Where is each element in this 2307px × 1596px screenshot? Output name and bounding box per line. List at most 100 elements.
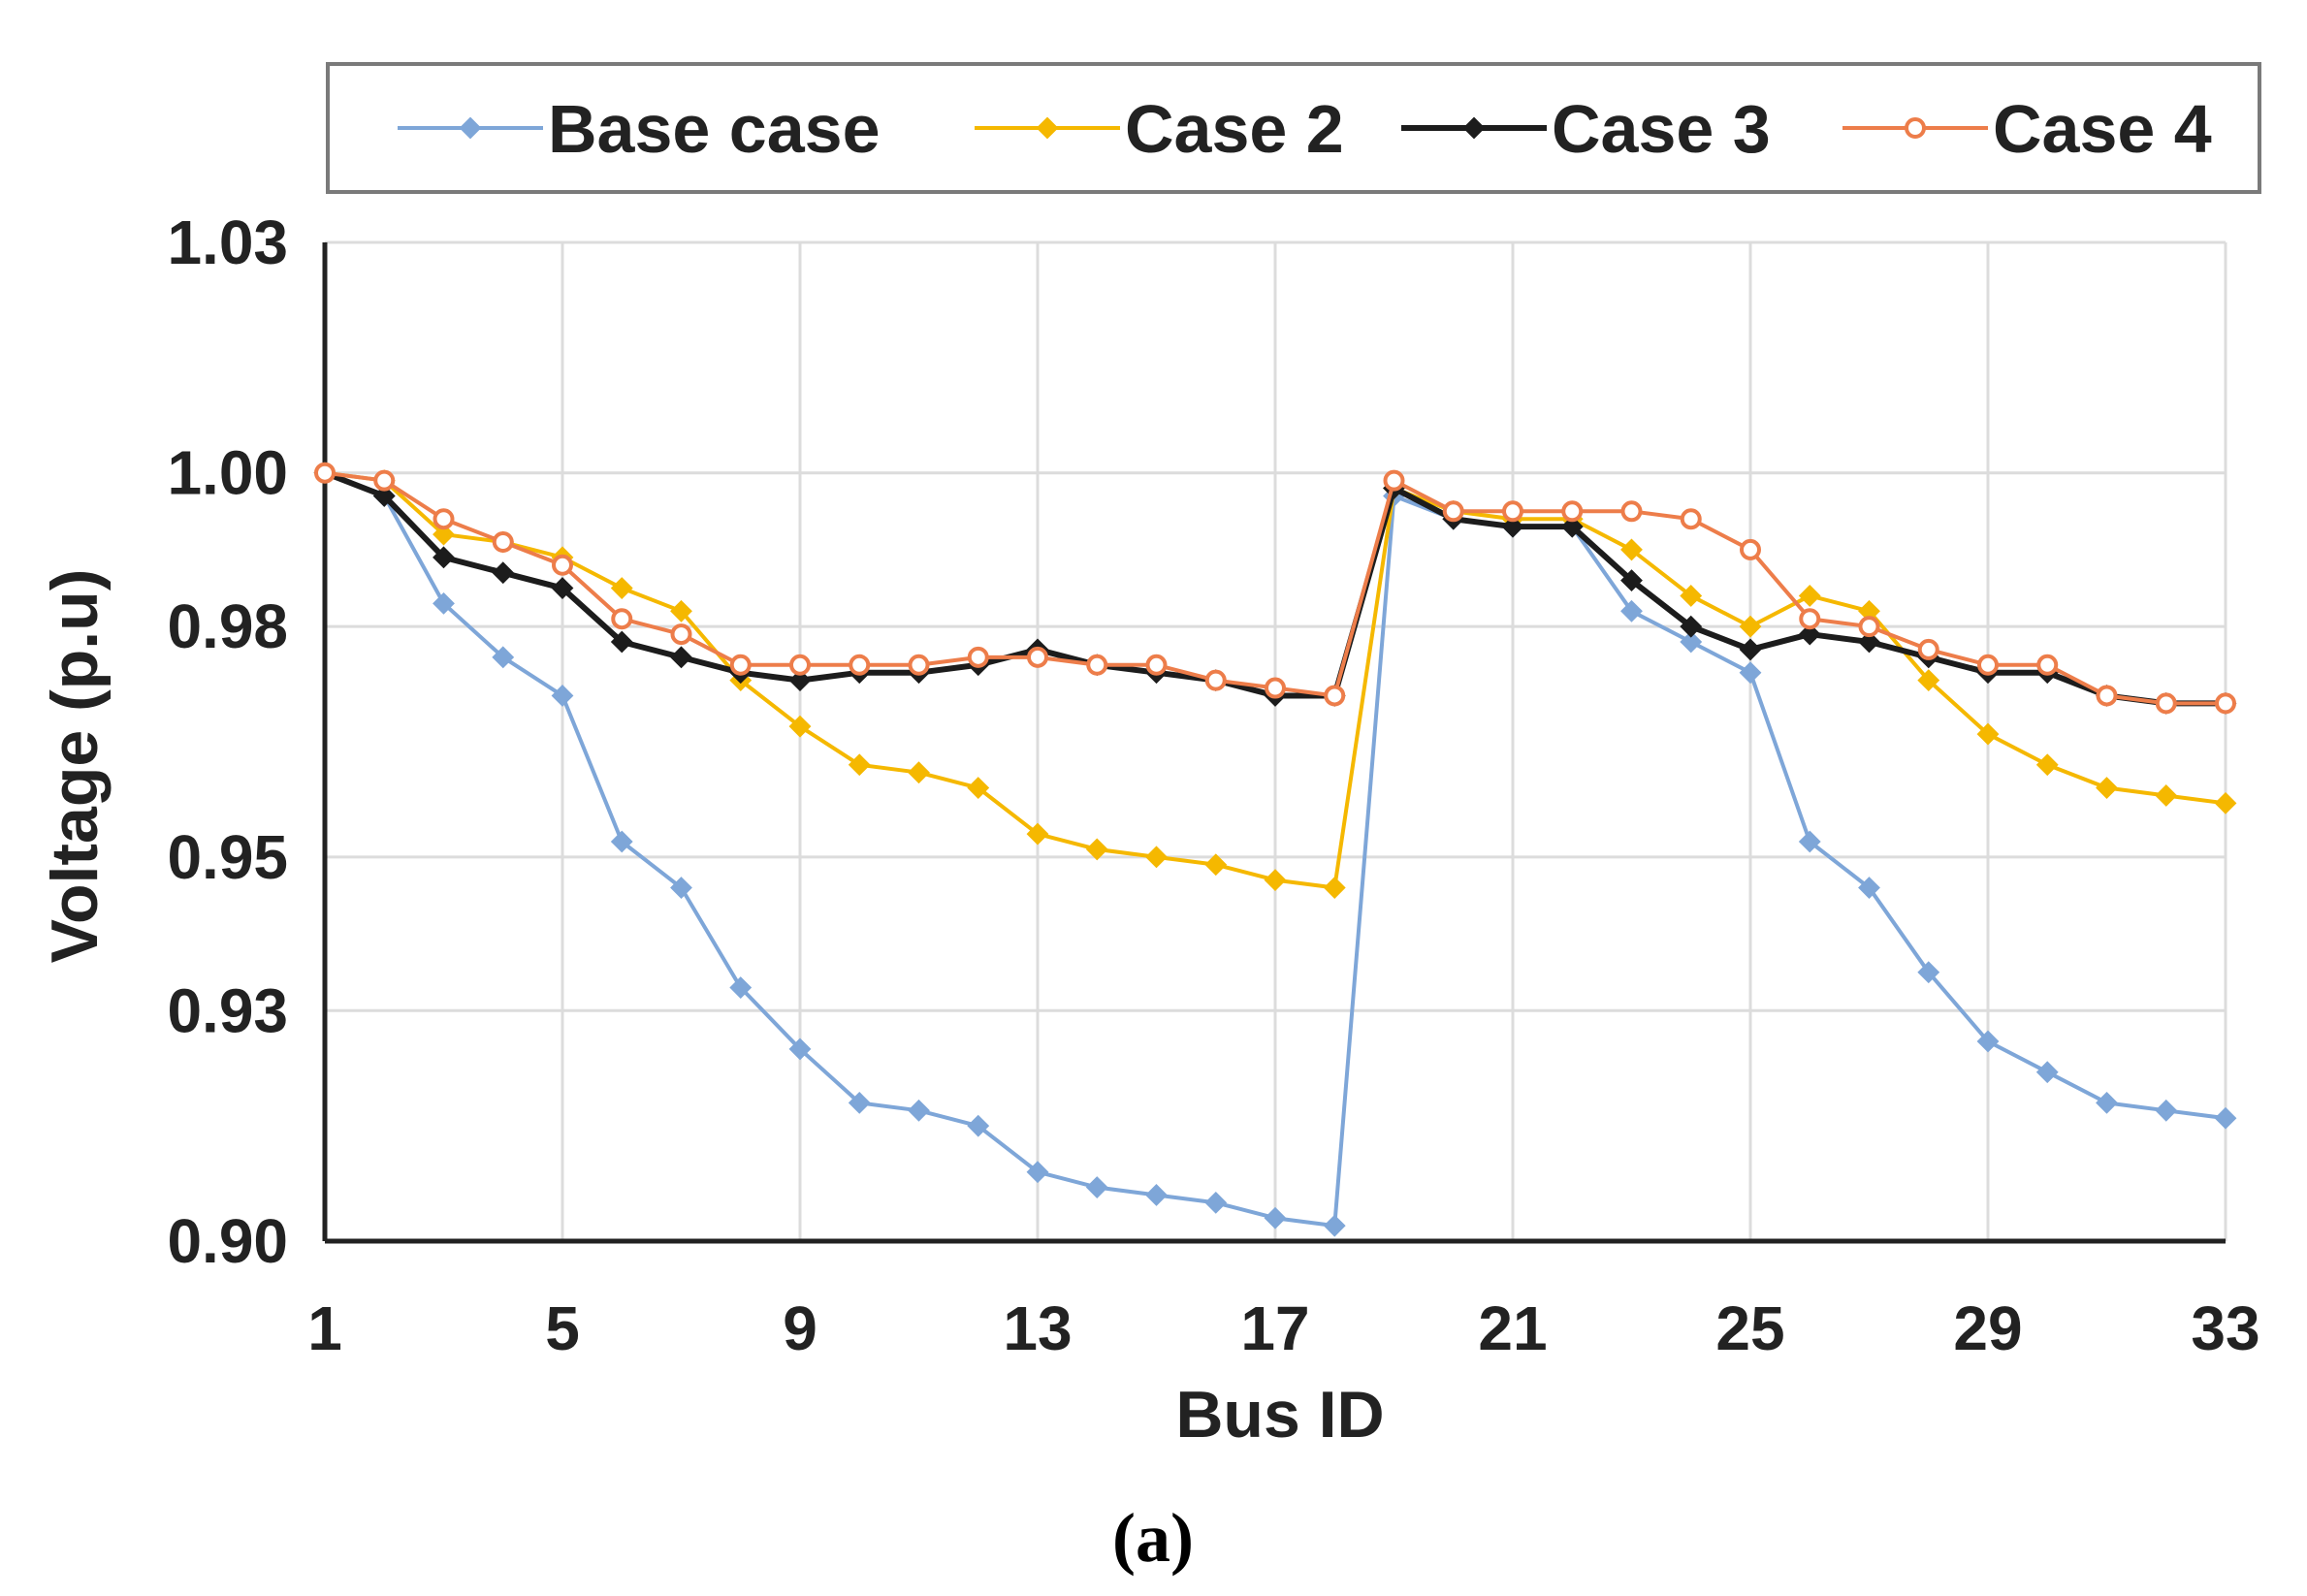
data-point (2096, 777, 2118, 799)
data-point (670, 599, 692, 622)
gridlines (325, 240, 2227, 1241)
data-point (2214, 791, 2237, 814)
data-point (1977, 654, 1999, 676)
data-point (1561, 500, 1584, 523)
data-point (1976, 722, 2000, 746)
data-point (1917, 638, 1939, 660)
data-point (1917, 669, 1940, 692)
y-tick-label: 0.90 (167, 1206, 288, 1276)
data-point (1798, 585, 1821, 607)
data-point (610, 830, 633, 853)
data-point (1680, 615, 1703, 638)
data-point (1680, 585, 1703, 607)
legend-label: Base case (548, 91, 881, 167)
data-point (1798, 830, 1821, 853)
y-tick-label: 0.93 (167, 975, 288, 1045)
data-point (1976, 1030, 2000, 1053)
data-point (1085, 1176, 1108, 1198)
data-point (908, 1099, 930, 1122)
data-point (492, 561, 515, 585)
data-point (1145, 654, 1168, 676)
data-point (1620, 599, 1643, 622)
data-point (433, 591, 455, 615)
data-series (313, 462, 2237, 1237)
data-point (1085, 838, 1108, 861)
data-point (551, 577, 574, 599)
legend-label: Case 3 (1552, 91, 1771, 167)
legend-item: Case 4 (1842, 91, 2212, 167)
tick-labels: 0.90 0.93 0.95 0.98 1.00 1.03 1 5 9 13 17 21 25 29 33 (167, 207, 2259, 1363)
data-point (433, 523, 455, 546)
y-tick-label: 0.95 (167, 822, 288, 892)
data-point (1036, 116, 1059, 140)
legend-label: Case 2 (1125, 91, 1344, 167)
data-point (459, 116, 482, 140)
data-point (1501, 515, 1524, 538)
x-tick-label: 25 (1715, 1293, 1784, 1363)
data-point (552, 554, 573, 576)
x-tick-label: 21 (1478, 1293, 1547, 1363)
data-point (2155, 1099, 2178, 1122)
data-point (1145, 1184, 1168, 1206)
x-tick-label: 13 (1003, 1293, 1072, 1363)
data-point (611, 608, 633, 630)
data-point (908, 761, 930, 784)
data-point (1798, 622, 1821, 646)
data-point (314, 462, 336, 484)
data-point (1204, 853, 1228, 877)
data-point (1739, 661, 1762, 685)
x-tick-label: 17 (1240, 1293, 1309, 1363)
data-point (670, 646, 692, 669)
legend-item: Base case (398, 91, 881, 167)
data-point (1383, 469, 1405, 492)
data-point (1739, 615, 1762, 638)
data-point (1324, 685, 1346, 707)
data-point (433, 546, 455, 569)
data-point (1917, 961, 1940, 984)
data-point (2035, 1061, 2059, 1084)
data-point (1265, 677, 1286, 699)
x-tick-label: 1 (307, 1293, 342, 1363)
x-tick-label: 29 (1953, 1293, 2022, 1363)
series-case-4 (314, 462, 2236, 715)
data-point (1680, 508, 1702, 530)
legend-item: Case 2 (975, 91, 1344, 167)
data-point (1264, 869, 1287, 892)
data-point (2155, 692, 2177, 715)
data-point (1620, 500, 1643, 523)
data-point (967, 777, 990, 799)
x-tick-label: 9 (783, 1293, 817, 1363)
data-point (1620, 569, 1643, 592)
legend: Base case Case 2 Case 3 Case 4 (326, 62, 2261, 194)
data-point (2215, 692, 2236, 715)
data-point (2096, 1091, 2118, 1114)
y-tick-label: 1.03 (167, 207, 288, 277)
data-point (1739, 638, 1762, 661)
data-point (1264, 1206, 1287, 1229)
data-point (670, 623, 692, 646)
y-axis-title: Voltage (p.u) (38, 569, 112, 964)
data-point (492, 531, 514, 553)
data-point (670, 877, 692, 899)
data-point (1323, 1214, 1346, 1237)
data-point (2036, 654, 2059, 676)
data-point (372, 485, 396, 507)
data-point (1858, 630, 1880, 654)
legend-item: Case 3 (1401, 91, 1771, 167)
data-point (2214, 1106, 2237, 1130)
data-point (1026, 822, 1049, 846)
data-point (1680, 630, 1703, 654)
data-point (1204, 1191, 1228, 1214)
data-point (1323, 877, 1346, 899)
data-point (2035, 753, 2059, 777)
data-point (1740, 538, 1761, 560)
data-point (1858, 877, 1880, 899)
data-point (849, 654, 871, 676)
data-point (1502, 500, 1523, 523)
data-point (1204, 669, 1227, 691)
x-axis-title: Bus ID (1175, 1378, 1384, 1452)
x-tick-label: 5 (545, 1293, 580, 1363)
data-point (1026, 1161, 1049, 1184)
data-point (1442, 500, 1464, 523)
